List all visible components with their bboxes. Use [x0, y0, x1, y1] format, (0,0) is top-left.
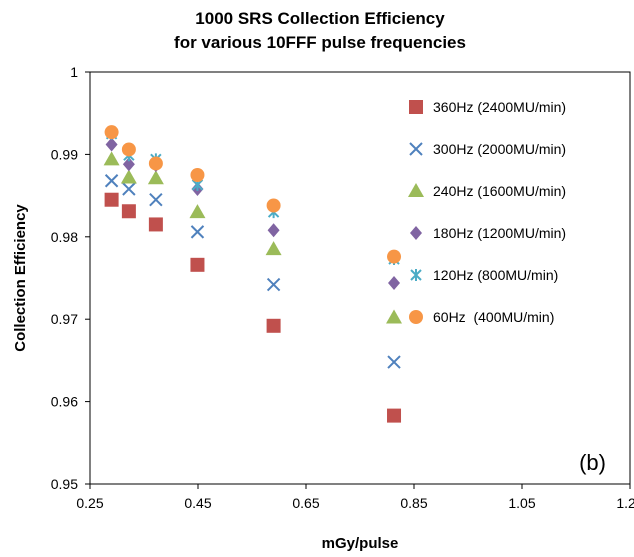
x-tick-label: 1.25 [616, 495, 634, 511]
data-point [105, 137, 118, 152]
data-point [266, 277, 281, 292]
legend-marker [410, 269, 422, 281]
x-tick-label: 0.25 [76, 495, 103, 511]
data-point [388, 275, 401, 290]
panel-label: (b) [579, 450, 606, 475]
data-point [266, 198, 281, 213]
y-axis-title: Collection Efficiency [12, 204, 29, 352]
data-point [104, 125, 119, 140]
data-point [386, 309, 403, 324]
x-axis: 0.25 0.45 0.65 0.85 1.05 1.25 [76, 484, 634, 511]
series-4 [105, 127, 400, 266]
data-point [147, 170, 164, 185]
y-tick-label: 0.95 [51, 476, 78, 492]
x-tick-label: 0.85 [400, 495, 427, 511]
series-layer [103, 125, 403, 423]
legend-label: 120Hz (800MU/min) [433, 267, 558, 283]
legend: 360Hz (2400MU/min) 300Hz (2000MU/min) 240H… [408, 99, 566, 325]
y-axis: 0.95 0.96 0.97 0.98 0.99 1 [51, 64, 90, 492]
legend-label: 60Hz (400MU/min) [433, 309, 554, 325]
y-tick-label: 0.97 [51, 311, 78, 327]
legend-marker [409, 142, 423, 156]
chart-title-line-2: for various 10FFF pulse frequencies [174, 33, 466, 52]
data-point [387, 249, 402, 264]
plot-area [89, 71, 631, 485]
x-tick-label: 0.45 [184, 495, 211, 511]
data-point [121, 204, 136, 219]
legend-marker [410, 226, 422, 240]
data-point [149, 193, 163, 207]
data-point [104, 174, 119, 188]
data-point [265, 241, 282, 256]
data-point [190, 257, 205, 272]
y-tick-label: 0.96 [51, 394, 78, 410]
x-axis-title: mGy/pulse [322, 535, 399, 552]
data-point [266, 318, 281, 333]
legend-label: 360Hz (2400MU/min) [433, 99, 566, 115]
legend-marker [409, 310, 423, 324]
data-point [189, 204, 206, 219]
x-tick-label: 0.65 [292, 495, 319, 511]
data-point [387, 408, 402, 423]
chart-title-line-1: 1000 SRS Collection Efficiency [195, 9, 445, 28]
x-tick-label: 1.05 [508, 495, 535, 511]
legend-marker [408, 183, 424, 197]
data-point [122, 182, 136, 196]
y-tick-label: 0.98 [51, 229, 78, 245]
data-point [120, 169, 137, 184]
data-point [267, 223, 280, 238]
data-point [103, 151, 120, 166]
series-0 [104, 192, 402, 423]
y-tick-label: 0.99 [51, 146, 78, 162]
series-1 [104, 174, 401, 369]
legend-marker [409, 100, 423, 114]
data-point [190, 225, 205, 239]
legend-label: 180Hz (1200MU/min) [433, 225, 566, 241]
data-point [122, 157, 135, 172]
series-5 [104, 125, 402, 264]
data-point [121, 142, 136, 157]
data-point [387, 355, 401, 369]
data-point [104, 192, 119, 207]
legend-label: 300Hz (2000MU/min) [433, 141, 566, 157]
data-point [148, 217, 163, 232]
data-point [148, 156, 163, 171]
y-tick-label: 1 [70, 64, 78, 80]
series-2 [103, 151, 403, 324]
data-point [190, 168, 205, 182]
legend-label: 240Hz (1600MU/min) [433, 183, 566, 199]
